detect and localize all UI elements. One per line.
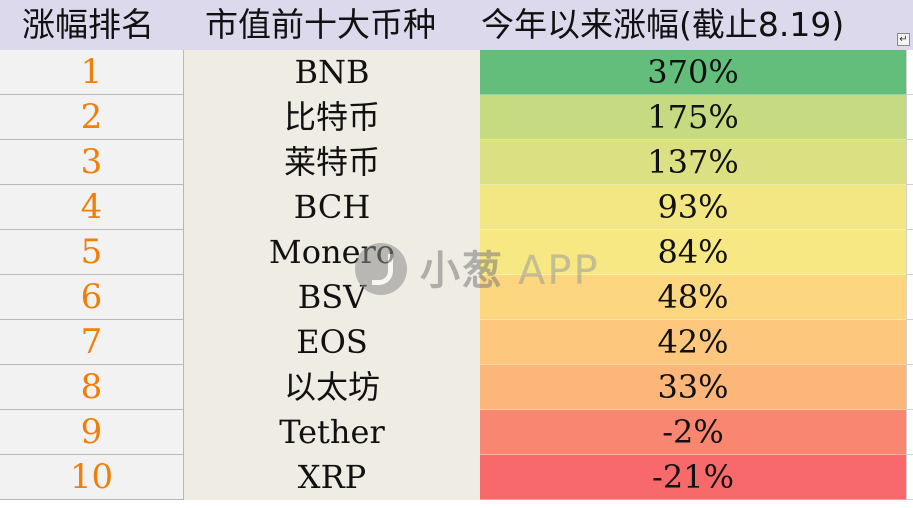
rank-cell[interactable]: 7 [0, 320, 184, 365]
empty-cell[interactable] [906, 50, 913, 95]
rank-cell[interactable]: 5 [0, 230, 184, 275]
ytd-gain-cell[interactable]: 48% [480, 275, 906, 320]
table-row: 9 Tether -2% [0, 410, 913, 455]
header-gain: 今年以来涨幅(截止8.19) [481, 5, 845, 44]
header-row: 涨幅排名 市值前十大币种 今年以来涨幅(截止8.19) ↵ [0, 0, 913, 51]
coin-name-cell[interactable]: 以太坊 [184, 365, 480, 410]
rank-cell[interactable]: 2 [0, 95, 184, 140]
ytd-gain-cell[interactable]: 33% [480, 365, 906, 410]
ytd-gain-cell[interactable]: 175% [480, 95, 906, 140]
rank-cell[interactable]: 4 [0, 185, 184, 230]
table-row: 2 比特币 175% [0, 95, 913, 140]
coin-name-cell[interactable]: 莱特币 [184, 140, 480, 185]
empty-cell[interactable] [906, 95, 913, 140]
ytd-gain-cell[interactable]: -21% [480, 455, 906, 500]
empty-cell[interactable] [906, 185, 913, 230]
coin-name-cell[interactable]: BSV [184, 275, 480, 320]
coin-name-cell[interactable]: Monero [184, 230, 480, 275]
empty-cell[interactable] [906, 230, 913, 275]
table-row: 5 Monero 84% [0, 230, 913, 275]
table-row: 4 BCH 93% [0, 185, 913, 230]
table-row: 6 BSV 48% [0, 275, 913, 320]
rank-cell[interactable]: 6 [0, 275, 184, 320]
coin-name-cell[interactable]: BNB [184, 50, 480, 95]
table-row: 10 XRP -21% [0, 455, 913, 500]
filter-dropdown-icon[interactable]: ↵ [897, 33, 910, 46]
header-rank: 涨幅排名 [22, 5, 154, 44]
header-name: 市值前十大币种 [205, 5, 436, 44]
table-row: 8 以太坊 33% [0, 365, 913, 410]
empty-cell[interactable] [906, 410, 913, 455]
empty-cell[interactable] [906, 365, 913, 410]
coin-name-cell[interactable]: BCH [184, 185, 480, 230]
empty-cell[interactable] [906, 455, 913, 500]
empty-cell[interactable] [906, 275, 913, 320]
ytd-gain-cell[interactable]: 370% [480, 50, 906, 95]
coin-name-cell[interactable]: EOS [184, 320, 480, 365]
ytd-gain-cell[interactable]: -2% [480, 410, 906, 455]
table-row: 7 EOS 42% [0, 320, 913, 365]
ytd-gain-cell[interactable]: 93% [480, 185, 906, 230]
ytd-gain-cell[interactable]: 42% [480, 320, 906, 365]
rank-cell[interactable]: 10 [0, 455, 184, 500]
rank-cell[interactable]: 9 [0, 410, 184, 455]
coin-name-cell[interactable]: XRP [184, 455, 480, 500]
empty-cell[interactable] [906, 320, 913, 365]
empty-cell[interactable] [906, 140, 913, 185]
rank-cell[interactable]: 3 [0, 140, 184, 185]
table-row: 1 BNB 370% [0, 50, 913, 95]
table-row: 3 莱特币 137% [0, 140, 913, 185]
rank-cell[interactable]: 1 [0, 50, 184, 95]
coin-name-cell[interactable]: 比特币 [184, 95, 480, 140]
ytd-gain-cell[interactable]: 137% [480, 140, 906, 185]
rank-cell[interactable]: 8 [0, 365, 184, 410]
ytd-gain-cell[interactable]: 84% [480, 230, 906, 275]
coin-name-cell[interactable]: Tether [184, 410, 480, 455]
